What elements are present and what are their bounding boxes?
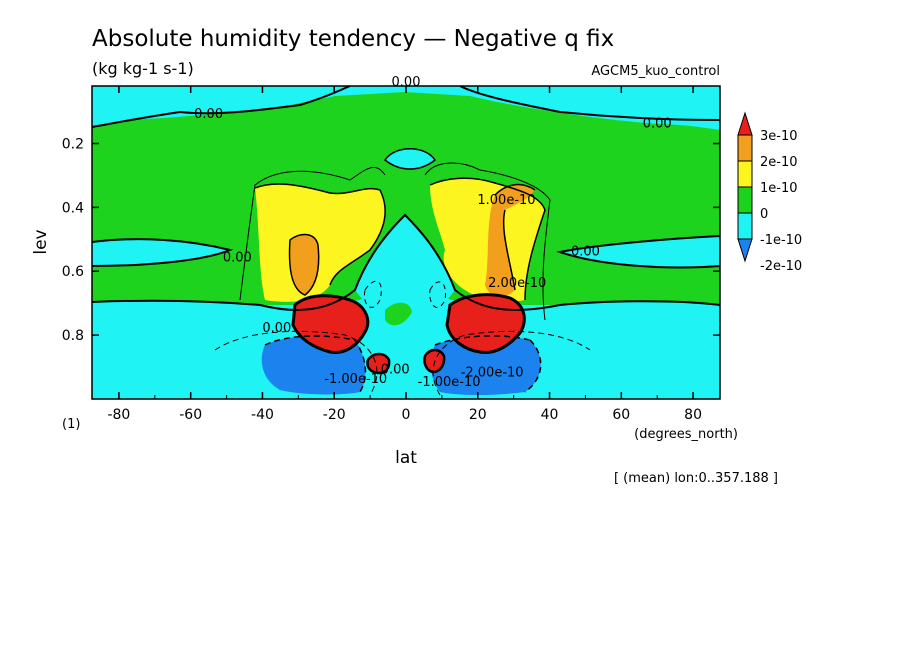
- chart-units: (kg kg-1 s-1): [92, 59, 194, 78]
- y-tick-label: 0.2: [62, 136, 84, 152]
- plot-area: [92, 86, 720, 399]
- band-cyan-lower: [92, 300, 720, 399]
- contour-label: 0.00: [643, 117, 672, 132]
- contour-label: 1.00e-10: [477, 193, 535, 208]
- colorbar-arrow-top: [737, 111, 753, 136]
- y-axis-label: lev: [31, 229, 51, 254]
- contour-zero-mid-left: [92, 238, 234, 267]
- x-axis-units: (degrees_north): [634, 427, 738, 442]
- band-yellow-left: [255, 183, 386, 302]
- contour-thin-left: [239, 166, 386, 301]
- colorbar: 3e-10 2e-10 1e-10 0 -1e-10 -2e-10: [737, 111, 802, 274]
- contour-zero-mid-right: [556, 235, 720, 269]
- contour-yellow-right: [429, 177, 546, 301]
- contour-lines: [92, 86, 720, 396]
- contour-label: 0.00: [194, 107, 223, 122]
- x-tick-label: -40: [251, 407, 274, 423]
- colorbar-label: -1e-10: [760, 233, 802, 248]
- y-tick-label: 0.8: [62, 328, 84, 344]
- colorbar-segment: [737, 212, 753, 240]
- x-axis: -80 -60 -40 -20 0 20 40 60 80: [107, 86, 702, 423]
- contour-label: 0.00: [262, 321, 291, 336]
- x-tick-label: -80: [107, 407, 130, 423]
- contour-yellow-left: [254, 183, 386, 286]
- chart-title: Absolute humidity tendency — Negative q …: [92, 26, 614, 52]
- x-tick-label: 80: [684, 407, 702, 423]
- experiment-label: AGCM5_kuo_control: [591, 64, 720, 79]
- band-cyan-top-center: [385, 148, 435, 169]
- contour-red-left-small: [366, 352, 391, 375]
- contour-zero-upper: [92, 86, 351, 128]
- y-axis-units: (1): [62, 417, 80, 432]
- colorbar-label: 1e-10: [760, 181, 798, 196]
- colorbar-label: -2e-10: [760, 259, 802, 274]
- contour-labels: 0.00 0.00 0.00 0.00 0.00 1.00e-10 2.00e-10 0.00…: [194, 75, 672, 390]
- band-blue-right: [430, 335, 541, 395]
- x-axis-label: lat: [395, 448, 417, 468]
- contour-label: 0.00: [392, 75, 421, 90]
- colorbar-label: 3e-10: [760, 129, 798, 144]
- contour-label: 0.00: [381, 362, 410, 377]
- band-red-right-small: [424, 350, 445, 372]
- y-tick-label: 0.6: [62, 264, 84, 280]
- contour-label: 2.00e-10: [488, 276, 546, 291]
- band-cyan-center-wedge: [355, 215, 455, 330]
- contour-dashed-center-left: [363, 280, 382, 308]
- band-green-center-patch: [385, 302, 412, 326]
- contour-dashed-left-inner: [264, 335, 367, 393]
- x-tick-label: -60: [179, 407, 202, 423]
- band-cyan-right-mid: [560, 236, 720, 268]
- x-tick-label: 0: [402, 407, 411, 423]
- contour-dashed-left-outer: [214, 330, 378, 396]
- contour-zero-upper-right: [459, 86, 720, 121]
- contour-zero-lower: [92, 213, 720, 311]
- contour-thin-right: [424, 162, 551, 321]
- contour-label: 0.00: [571, 244, 600, 259]
- band-cyan-left-mid: [92, 239, 230, 266]
- y-tick-label: 0.4: [62, 200, 84, 216]
- band-cyan-upper-right: [460, 86, 720, 120]
- contour-orange-right: [494, 183, 536, 291]
- colorbar-label: 2e-10: [760, 155, 798, 170]
- contour-orange-left: [288, 233, 320, 296]
- contour-label: -2.00e-10: [461, 366, 524, 381]
- contour-red-right: [445, 293, 526, 355]
- band-orange-left: [289, 234, 319, 295]
- contour-dashed-right-outer: [432, 330, 591, 396]
- contour-label: 0.00: [223, 251, 252, 266]
- band-red-left-small: [367, 354, 390, 373]
- band-orange-right: [485, 184, 535, 297]
- x-tick-label: -20: [323, 407, 346, 423]
- x-tick-label: 60: [612, 407, 630, 423]
- x-tick-label: 20: [469, 407, 487, 423]
- colorbar-segment: [737, 186, 753, 214]
- contour-label: -1.00e-10: [324, 372, 387, 387]
- contour-label: -1.00e-10: [418, 375, 481, 390]
- band-cyan-upper-left: [92, 86, 340, 127]
- colorbar-segment: [737, 160, 753, 188]
- contour-dashed-right-inner: [434, 335, 542, 393]
- colorbar-arrow-bottom: [737, 238, 753, 263]
- y-axis: 0.2 0.4 0.6 0.8: [62, 136, 720, 344]
- x-tick-label: 40: [541, 407, 559, 423]
- contour-dashed-center-right: [429, 281, 447, 308]
- band-yellow-right: [430, 178, 545, 302]
- contour-red-right-small: [423, 348, 446, 374]
- contour-top-center-hole: [383, 148, 437, 170]
- colorbar-label: 0: [760, 207, 768, 222]
- contour-red-left: [291, 294, 370, 355]
- mean-annotation: [ (mean) lon:0..357.188 ]: [614, 471, 778, 486]
- colorbar-segment: [737, 134, 753, 162]
